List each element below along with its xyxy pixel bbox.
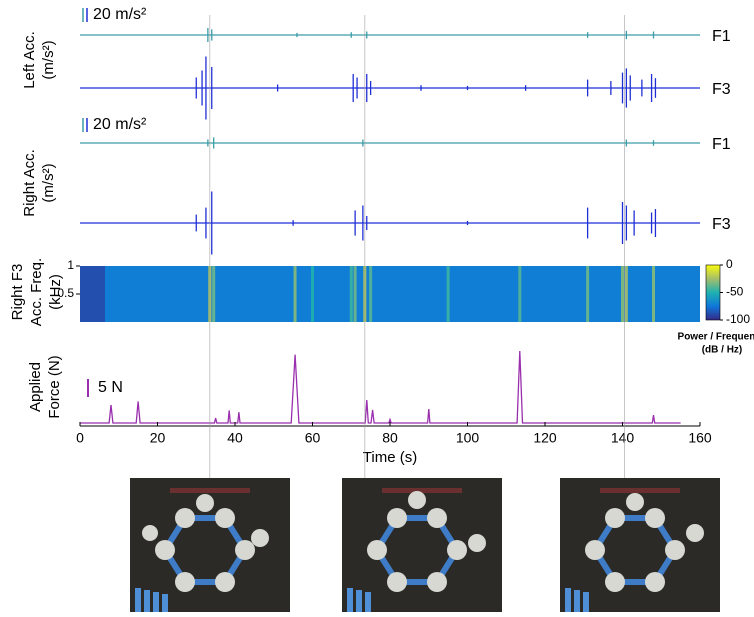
- scale-bar-label: 20 m/s²: [93, 6, 147, 23]
- colorbar-tick-label: 0: [726, 257, 733, 271]
- y-axis-label: (m/s²): [40, 163, 57, 202]
- photo: [342, 478, 502, 612]
- colorbar-label: (dB / Hz): [702, 345, 743, 356]
- x-tick-label: 40: [227, 430, 243, 446]
- spectrogram-stripe: [212, 266, 216, 322]
- photos: [130, 478, 720, 612]
- x-tick-label: 20: [150, 430, 166, 446]
- spectrogram-stripe: [311, 266, 314, 322]
- colorbar-label: Power / Frequency: [678, 332, 754, 343]
- x-tick-label: 80: [382, 430, 398, 446]
- force-line: [80, 350, 681, 424]
- y-axis-label: (m/s²): [40, 40, 57, 79]
- colorbar-tick-label: -100: [726, 312, 750, 326]
- y-axis-label: Left Acc.: [21, 31, 38, 89]
- x-tick-label: 160: [688, 430, 712, 446]
- spectrogram-lead: [80, 266, 105, 322]
- spectrogram-stripe: [349, 266, 353, 322]
- series-label: F1: [712, 136, 731, 153]
- scale-bar-label: 5 N: [98, 379, 123, 396]
- spectrogram-stripe: [353, 266, 357, 322]
- y-tick-label: 0.5: [57, 286, 74, 300]
- x-tick-label: 60: [305, 430, 321, 446]
- x-tick-label: 0: [76, 430, 84, 446]
- y-axis-label: Right F3: [9, 264, 26, 321]
- x-axis-label: Time (s): [363, 449, 417, 466]
- series-label: F3: [712, 216, 731, 233]
- y-axis-label: Acc. Freq.: [28, 258, 45, 326]
- x-tick-label: 120: [533, 430, 557, 446]
- photo: [130, 478, 290, 612]
- spectrogram-stripe: [518, 266, 522, 322]
- spectrogram-stripe: [621, 266, 624, 322]
- spectrogram-stripe: [446, 266, 450, 322]
- y-axis-label: (kHz): [47, 274, 64, 310]
- photo: [560, 478, 720, 612]
- spectrogram-stripe: [624, 266, 628, 322]
- x-tick-label: 100: [456, 430, 480, 446]
- y-axis-label: Right Acc.: [21, 149, 38, 217]
- series-label: F3: [712, 81, 731, 98]
- y-tick-label: 1: [67, 258, 74, 272]
- colorbar-tick-label: -50: [726, 285, 744, 299]
- spectrogram-bg: [80, 266, 700, 322]
- x-tick-label: 140: [611, 430, 635, 446]
- spectrogram-stripe: [586, 266, 590, 322]
- series-label: F1: [712, 28, 731, 45]
- colorbar: [705, 264, 721, 321]
- y-axis-label: Applied: [27, 362, 44, 412]
- spectrogram-stripe: [369, 266, 373, 322]
- spectrogram-stripe: [293, 266, 297, 322]
- spectrogram-stripe: [652, 266, 655, 322]
- scale-bar-label: 20 m/s²: [93, 116, 147, 133]
- y-axis-label: Force (N): [46, 355, 63, 418]
